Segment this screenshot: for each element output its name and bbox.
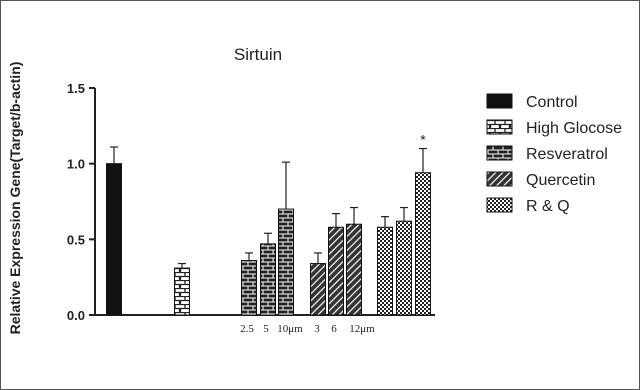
x-tick-label: 6 [331,323,337,335]
legend-label: High Glocose [526,120,622,137]
legend-label: Quercetin [526,172,595,189]
chart-title: Sirtuin [234,45,282,64]
bar-quercetin-5 [310,263,326,316]
bars: * [106,132,431,316]
bar-resveratrol-3 [260,243,276,316]
bar-high-glocose-1 [174,267,190,316]
x-tick-label: 2.5 [240,323,254,335]
legend-swatch [486,119,513,135]
legend-item: Control [486,93,578,111]
x-tick-label: 10μm [277,323,303,335]
x-tick-label: 3 [314,323,320,335]
legend-swatch [486,197,513,213]
legend-item: Quercetin [486,171,595,189]
error-bar [178,262,186,269]
y-tick-label: 1.0 [67,157,85,172]
error-bar [332,213,340,228]
bar-r-q-9 [396,220,412,316]
bar-resveratrol-4 [278,208,294,316]
legend-swatch [486,171,513,187]
error-bar [419,147,427,173]
y-ticks: 0.0 0.5 1.0 1.5 [67,81,95,323]
y-tick-label: 0.0 [67,308,85,323]
y-tick-label: 1.5 [67,81,85,96]
legend-swatch [486,93,513,109]
error-bar [381,216,389,228]
bar-r-q-8 [377,226,393,316]
error-bar [110,146,118,164]
bar-quercetin-7 [346,223,362,316]
bar-control-0 [106,163,122,316]
bar-resveratrol-2 [241,260,257,316]
error-bar [350,206,358,225]
bar-r-q-10 [415,172,431,316]
error-bar [282,161,290,210]
significance-marker: * [420,132,426,148]
legend-item: R & Q [486,197,570,215]
legend-item: High Glocose [486,119,622,137]
x-tick-labels: 2.5 5 10μm 3 6 12μm [240,323,375,335]
x-tick-label: 5 [263,323,269,335]
bar-quercetin-6 [328,226,344,316]
legend-label: Resveratrol [526,146,608,163]
legend-label: R & Q [526,198,570,215]
error-bar [314,252,322,264]
y-axis-label: Relative Expression Gene(Target/b-actin) [7,62,23,335]
legend-label: Control [526,94,578,111]
error-bar [400,206,408,222]
error-bar [264,232,272,244]
legend: Control High Glocose Resveratrol Quercetin R… [486,93,622,215]
legend-swatch [486,145,513,161]
legend-item: Resveratrol [486,145,608,163]
y-tick-label: 0.5 [67,232,85,247]
x-tick-label: 12μm [349,323,375,335]
error-bar [245,252,253,261]
